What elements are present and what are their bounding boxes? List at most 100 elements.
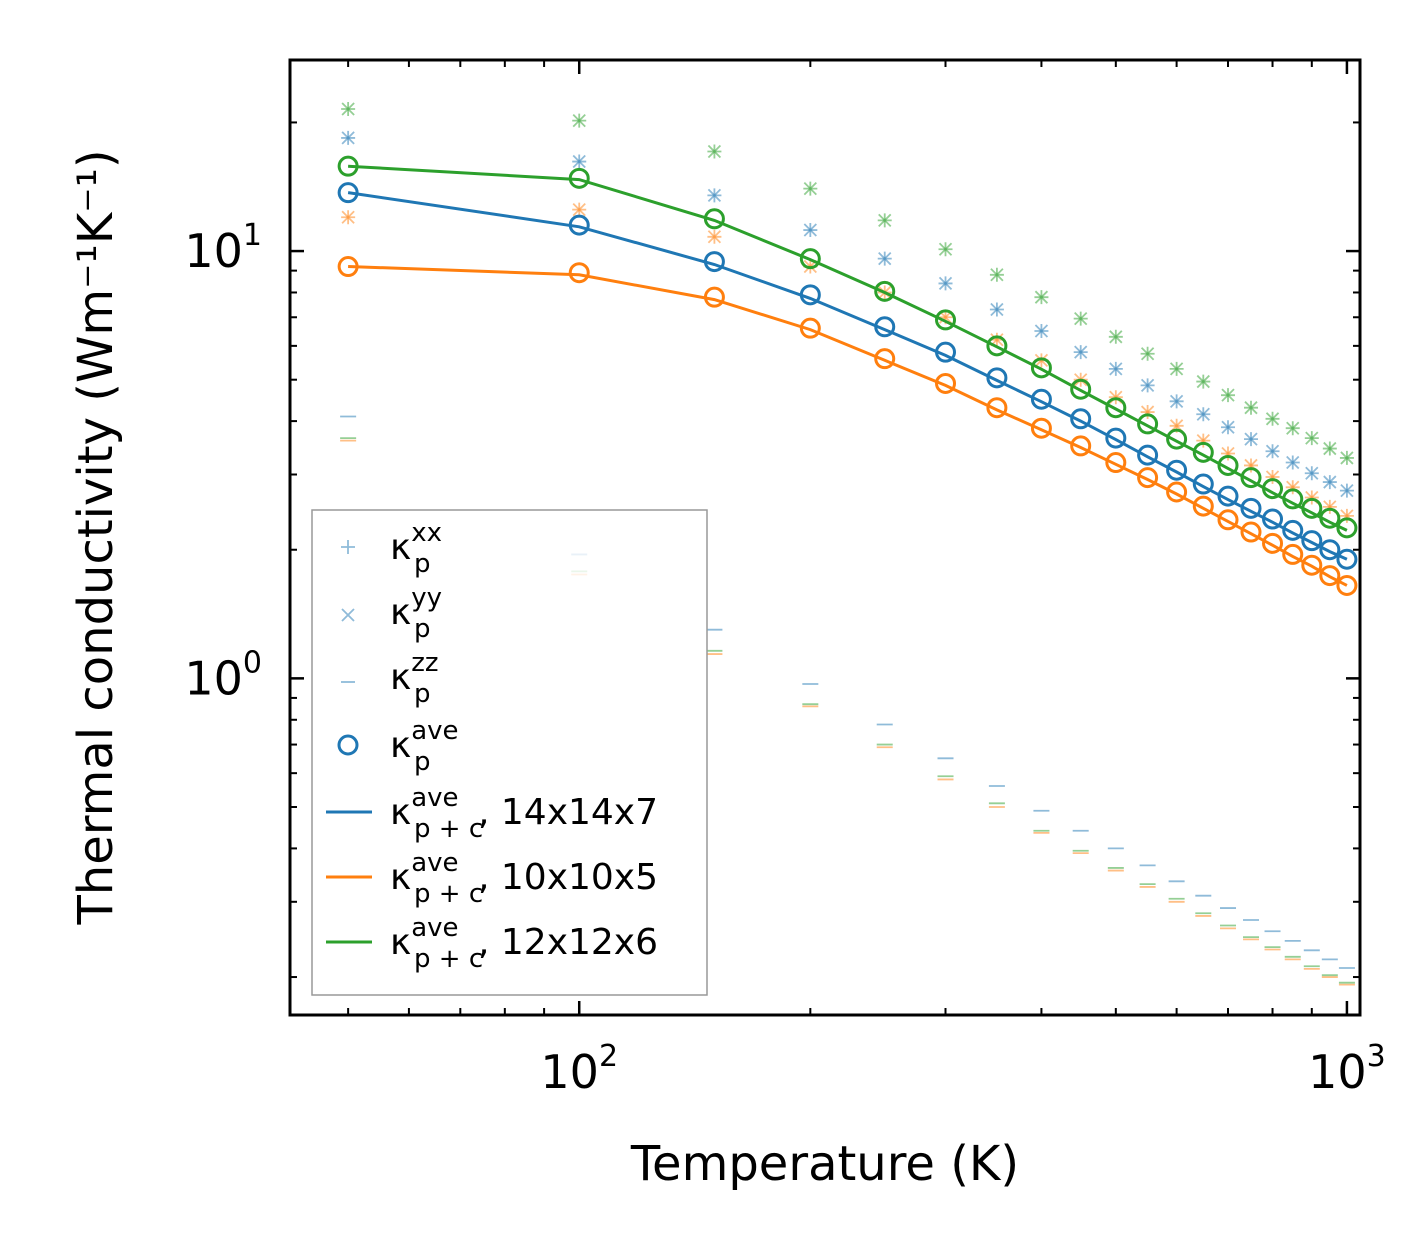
kave-marker [1137, 467, 1159, 489]
kyy-marker [1305, 466, 1319, 480]
kyy-marker [1169, 362, 1184, 376]
legend-entry-kxx: κxx p [341, 518, 442, 579]
legend-suffix: , 12x12x6 [478, 922, 658, 963]
kave-marker [1282, 543, 1304, 565]
legend-kxx-handle [341, 540, 355, 554]
kyy-marker [1074, 311, 1088, 326]
x-tick-base: 10 [1308, 1045, 1367, 1099]
legend-label: κave p + c, 14x14x7 [390, 783, 658, 844]
x-tick-exp: 2 [599, 1039, 618, 1074]
kyy-marker [341, 131, 355, 145]
kave-marker [1262, 532, 1284, 554]
kave-marker [1282, 519, 1304, 541]
kyy-marker [707, 144, 722, 159]
kyy-marker [1221, 420, 1235, 434]
kyy-marker [878, 213, 892, 227]
kyy-marker [1286, 421, 1300, 435]
kave-marker [1137, 413, 1159, 435]
kave-marker [986, 367, 1008, 389]
kyy-marker [1169, 394, 1184, 408]
kyy-marker [938, 276, 953, 291]
kyy-marker [1305, 431, 1319, 445]
kave-marker [1336, 574, 1358, 596]
kave-marker [1336, 517, 1358, 539]
kave-marker [935, 372, 957, 394]
kave-marker [986, 335, 1008, 357]
legend-symbol: κ [390, 922, 411, 963]
legend-label: κave p + c, 12x12x6 [390, 913, 658, 974]
kyy-marker [803, 181, 817, 196]
kave-marker [1166, 428, 1188, 450]
x-tick-exp: 3 [1367, 1039, 1386, 1074]
kyy-marker [1074, 345, 1088, 359]
legend-label: κyy p [390, 583, 442, 644]
kave-marker [1192, 441, 1214, 463]
y-tick-label: 100 [184, 645, 262, 705]
y-tick-base: 10 [184, 651, 243, 705]
y-tick-label: 101 [184, 218, 262, 278]
legend-entry-kpc-12x12x6: κave p + c, 12x12x6 [326, 913, 658, 974]
kyy-marker [990, 302, 1004, 317]
legend-entry-kpc-10x10x5: κave p + c, 10x10x5 [326, 848, 658, 909]
kyy-marker [803, 223, 817, 237]
kave-marker [1217, 454, 1239, 476]
kave-marker [874, 348, 896, 370]
legend-label: κave p [390, 716, 459, 777]
kyy-marker [707, 230, 722, 244]
kyy-marker [572, 113, 586, 128]
kyy-marker [341, 102, 355, 116]
y-tick-exp: 0 [243, 645, 262, 680]
kave-marker [1030, 388, 1052, 410]
kave-marker [799, 248, 821, 270]
kyy-marker [1221, 388, 1235, 402]
y-axis-title: Thermal conductivity (Wm⁻¹K⁻¹) [68, 149, 124, 925]
kyy-marker [1265, 444, 1280, 458]
legend-kave-handle [337, 734, 359, 756]
x-axis-title: Temperature (K) [630, 1136, 1019, 1192]
kave-marker [1166, 481, 1188, 503]
data-markers [337, 102, 1358, 986]
legend-box [311, 509, 708, 996]
legend-sub: p [414, 614, 431, 644]
kyy-marker [1244, 432, 1258, 446]
kpc-line-10x10x5 [348, 265, 1348, 587]
kave-marker [986, 397, 1008, 419]
kave-marker [1030, 417, 1052, 439]
kyy-marker [938, 242, 953, 256]
legend-sub: p + c [414, 944, 483, 974]
kave-marker [1070, 378, 1092, 400]
legend-sup: ave [411, 716, 458, 746]
y-tick-base: 10 [184, 224, 243, 278]
kpc-line-12x12x6 [348, 164, 1348, 532]
kpc-line-14x14x7 [347, 191, 1348, 561]
legend-sub: p + c [414, 879, 483, 909]
kave-marker [568, 262, 590, 284]
kave-marker [1217, 509, 1239, 531]
kave-marker [1319, 565, 1341, 587]
legend-symbol: κ [390, 592, 411, 633]
legend-entry-kyy: κyy p [341, 583, 442, 644]
kyy-marker [1286, 455, 1300, 470]
kyy-marker [1340, 484, 1354, 498]
x-tick-label: 102 [540, 1039, 618, 1099]
legend-sub: p [414, 549, 431, 579]
kave-marker [1301, 530, 1323, 552]
kyy-marker [1196, 374, 1210, 389]
legend-label: κzz p [390, 648, 439, 709]
kyy-marker [1196, 407, 1210, 421]
kave-marker [874, 280, 896, 302]
kave-marker [1301, 554, 1323, 576]
legend-sub: p [414, 679, 431, 709]
legend-suffix: , 14x14x7 [478, 792, 658, 833]
kave-marker [1137, 444, 1159, 466]
kyy-marker [572, 154, 586, 169]
kyy-marker [1140, 347, 1155, 361]
legend-sup: yy [411, 583, 442, 613]
kyy-marker [572, 203, 586, 217]
series-14x14x7-markers [340, 130, 1355, 969]
legend-sup: ave [411, 783, 458, 813]
kyy-marker [878, 252, 892, 266]
